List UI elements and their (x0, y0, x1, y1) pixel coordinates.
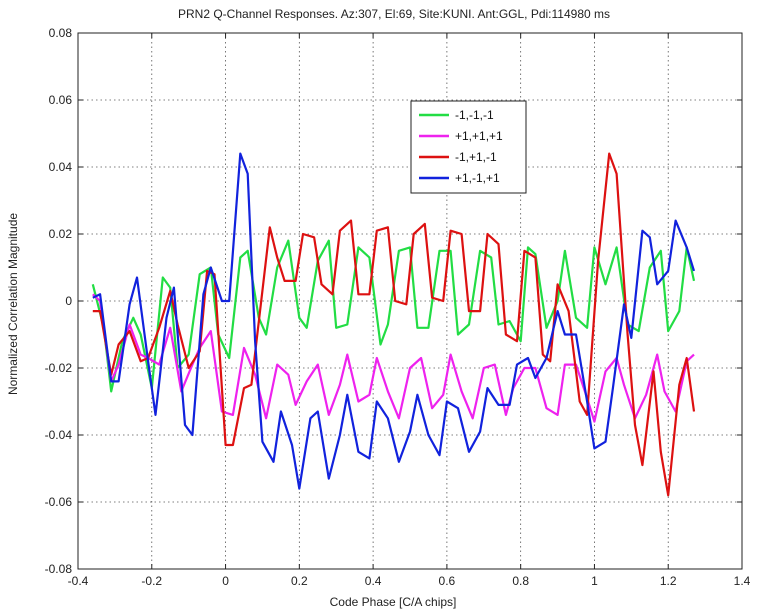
chart-title: PRN2 Q-Channel Responses. Az:307, El:69,… (178, 7, 610, 21)
x-tick-label: 1 (591, 574, 598, 588)
x-tick-label: 0.4 (365, 574, 382, 588)
chart-legend: -1,-1,-1 +1,+1,+1 -1,+1,-1 +1,-1,+1 (410, 100, 527, 194)
y-tick-label: 0 (65, 294, 72, 308)
y-tick-label: -0.06 (45, 495, 73, 509)
y-tick-label: 0.06 (49, 93, 73, 107)
series-line (92, 293, 695, 423)
x-tick-label: 0 (222, 574, 229, 588)
x-tick-label: 0.8 (512, 574, 529, 588)
legend-entry-label: +1,+1,+1 (455, 129, 503, 143)
y-axis-label: Normalized Correlation Magnitude (6, 213, 20, 395)
grid-lines (78, 33, 742, 569)
y-tick-label: 0.08 (49, 26, 73, 40)
y-tick-label: 0.02 (49, 227, 73, 241)
y-tick-label: 0.04 (49, 160, 73, 174)
legend-entry-label: -1,+1,-1 (455, 150, 497, 164)
series-lines (91, 152, 696, 497)
x-tick-label: 1.4 (734, 574, 751, 588)
legend-entry-label: -1,-1,-1 (455, 108, 494, 122)
x-tick-label: 0.2 (291, 574, 308, 588)
series-line (91, 239, 696, 393)
x-axis-label: Code Phase [C/A chips] (330, 595, 457, 609)
legend-entry-label: +1,-1,+1 (455, 171, 500, 185)
axis-ticks: -0.4 -0.2 0 0.2 0.4 0.6 0.8 1 1.2 1.4 -0.08 -0.06 -0… (45, 26, 751, 588)
y-tick-label: -0.02 (45, 361, 73, 375)
x-tick-label: -0.2 (141, 574, 162, 588)
x-tick-label: 0.6 (439, 574, 456, 588)
x-tick-label: -0.4 (68, 574, 89, 588)
series-line (92, 152, 696, 490)
y-tick-label: -0.04 (45, 428, 73, 442)
y-tick-label: -0.08 (45, 562, 73, 576)
x-tick-label: 1.2 (660, 574, 677, 588)
